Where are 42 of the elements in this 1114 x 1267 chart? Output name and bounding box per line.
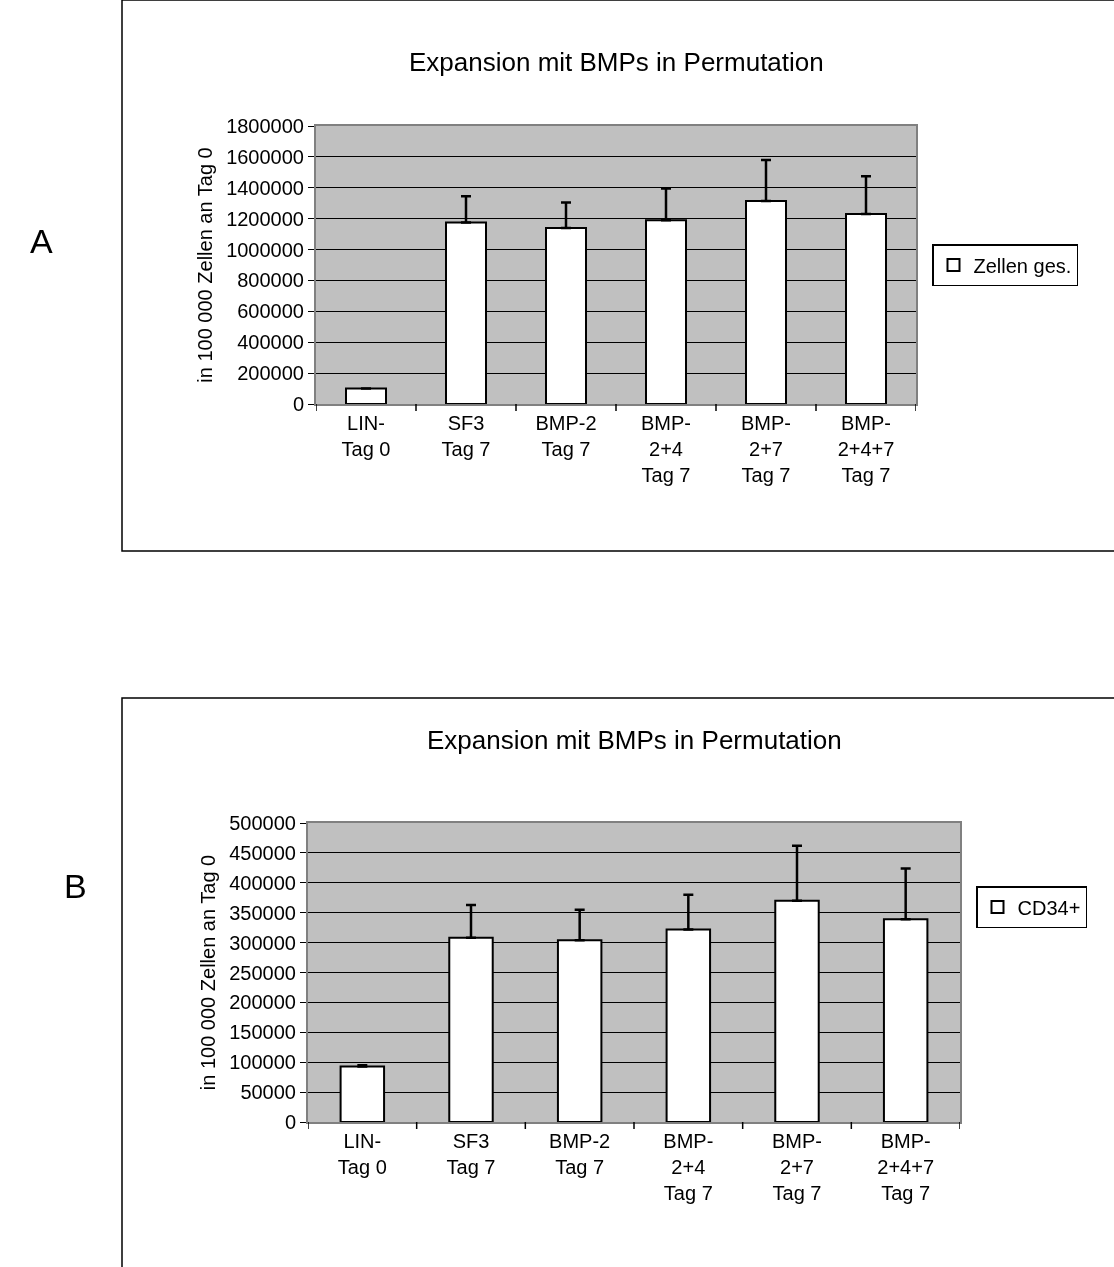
- x-tick-label: SF3 Tag 7: [441, 412, 491, 460]
- y-tick-label: 200000: [237, 362, 304, 385]
- y-tick-label: 1400000: [226, 176, 304, 199]
- y-tick-label: 1800000: [226, 115, 304, 137]
- x-tick-label: BMP- 2+4+7 Tag 7: [837, 412, 895, 486]
- x-tick-label: BMP-2 Tag 7: [549, 1130, 611, 1178]
- x-tick-label: BMP- 2+7 Tag 7: [772, 1130, 822, 1204]
- x-tick-label: BMP- 2+4 Tag 7: [641, 412, 691, 486]
- legend-label: CD34+: [1017, 896, 1081, 919]
- x-tick-label: LIN- Tag 0: [337, 1130, 387, 1178]
- chart-title: Expansion mit BMPs in Permutation: [427, 725, 842, 755]
- y-axis-title: in 100 000 Zellen an Tag 0: [194, 147, 217, 383]
- y-axis-title: in 100 000 Zellen an Tag 0: [197, 854, 220, 1091]
- y-tick-label: 100000: [229, 1051, 296, 1074]
- y-tick-label: 0: [292, 393, 304, 415]
- x-tick-label: BMP- 2+4+7 Tag 7: [877, 1130, 935, 1204]
- y-tick-label: 350000: [229, 901, 296, 924]
- y-tick-label: 800000: [237, 269, 304, 292]
- y-tick-label: 150000: [229, 1021, 296, 1044]
- x-tick-label: LIN- Tag 0: [341, 412, 391, 460]
- y-tick-label: 1000000: [226, 238, 304, 261]
- y-tick-label: 1200000: [226, 207, 304, 230]
- chart-title: Expansion mit BMPs in Permutation: [409, 47, 824, 77]
- x-tick-label: BMP-2 Tag 7: [535, 412, 597, 460]
- y-tick-label: 400000: [237, 331, 304, 354]
- y-tick-label: 500000: [229, 812, 296, 834]
- bar: [345, 387, 387, 404]
- y-tick-label: 1600000: [226, 145, 304, 168]
- x-tick-label: BMP- 2+7 Tag 7: [741, 412, 791, 486]
- y-tick-label: 450000: [229, 841, 296, 864]
- y-tick-label: 200000: [229, 991, 296, 1014]
- text: A: [30, 222, 53, 260]
- text: B: [64, 867, 87, 905]
- x-tick-label: SF3 Tag 7: [446, 1130, 496, 1178]
- y-tick-label: 400000: [229, 871, 296, 894]
- x-tick-label: BMP- 2+4 Tag 7: [663, 1130, 714, 1204]
- y-tick-label: 250000: [229, 961, 296, 984]
- y-tick-label: 50000: [240, 1081, 296, 1104]
- y-tick-label: 0: [284, 1111, 296, 1133]
- y-tick-label: 300000: [229, 931, 296, 954]
- y-tick-label: 600000: [237, 300, 304, 323]
- legend-label: Zellen ges.: [973, 254, 1072, 277]
